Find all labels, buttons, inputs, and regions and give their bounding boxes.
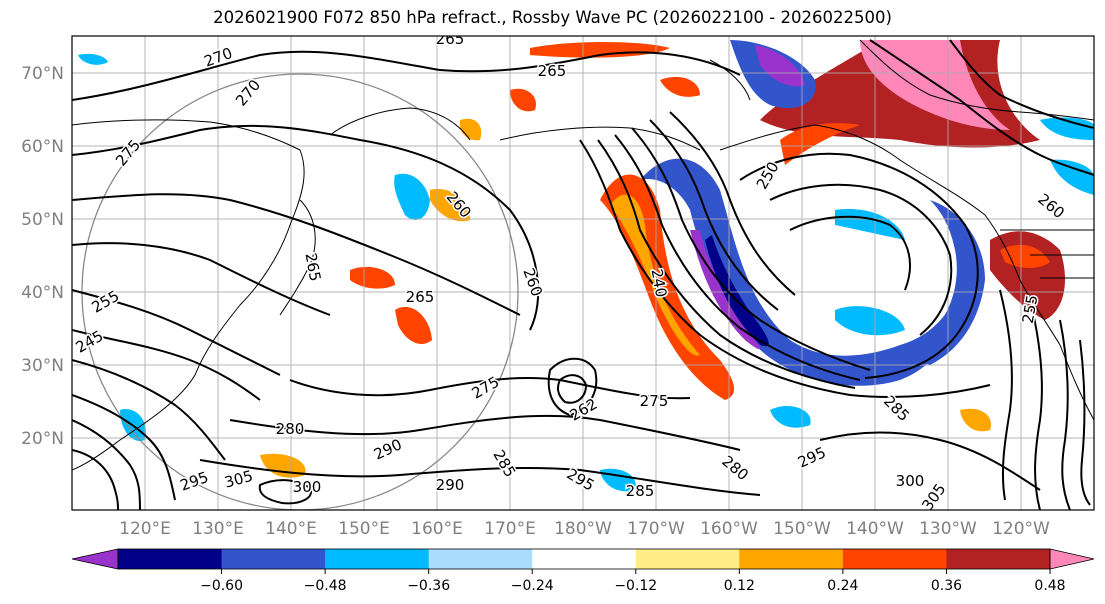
contour-label: 285 [626,482,655,500]
chart-title: 2026021900 F072 850 hPa refract., Rossby… [213,8,892,27]
colorbar-tick-label: 0.24 [827,578,858,594]
colorbar-segment [946,549,1051,569]
contour-label: 290 [436,476,465,494]
contour-label: 265 [436,30,465,48]
lon-label-150w: 150°W [773,519,831,539]
blob-pos-3 [350,266,395,289]
lon-label-140w: 140°W [846,519,904,539]
colorbar-tick-label: 0.36 [931,578,962,594]
colorbar-tick-label: −0.36 [407,578,450,594]
trough-neg-dark-shade [705,235,769,347]
colorbar-segment [842,549,947,569]
lon-label-150e: 150°E [338,519,390,539]
colorbar-frame [117,548,1051,570]
lon-label-170w: 170°W [627,519,685,539]
ridge-pink-shade [860,40,1010,130]
blob-pos-4 [510,88,536,112]
colorbar-extend-min [71,548,119,570]
lon-label-120w: 120°W [992,519,1050,539]
blob-pos-8 [960,408,991,432]
colorbar-tick-label: −0.12 [614,578,657,594]
colorbar-tick-label: −0.24 [511,578,554,594]
colorbar-segment [118,549,223,569]
colorbar-tick-label: −0.60 [200,578,243,594]
contours [72,39,1094,510]
east-neg-shade [920,200,985,365]
colorbar-segment [532,549,637,569]
blob-pos-6 [660,76,700,97]
colorbar-segment [739,549,844,569]
longitude-labels: 120°E 130°E 140°E 150°E 160°E 170°E 180°… [119,519,1050,539]
contour-label: 265 [406,288,435,306]
blob-neg-3 [1050,159,1094,195]
colorbar-segment [325,549,430,569]
blob-pos-5 [459,118,482,141]
lat-label-70: 70°N [21,64,64,84]
lon-label-180w: 180°W [554,519,612,539]
coastlines [72,39,1094,471]
lat-label-50: 50°N [21,210,64,230]
lon-label-160w: 160°W [700,519,758,539]
lon-label-120e: 120°E [119,519,171,539]
contour-label: 280 [276,420,305,438]
lat-label-40: 40°N [21,283,64,303]
blob-neg-4 [78,53,108,65]
lon-label-170e: 170°E [484,519,536,539]
colorbar-segment [428,549,533,569]
bering-neg-core-shade [755,45,805,87]
lat-label-20: 20°N [21,429,64,449]
colorbar-segment [635,549,740,569]
lon-label-160e: 160°E [411,519,463,539]
colorbar-segment [221,549,326,569]
east-light-neg-shade-2 [835,306,905,336]
colorbar-extend-max [1049,548,1095,570]
blob-neg-1 [394,173,430,220]
blob-neg-6 [770,405,811,428]
topstrip-pos-shade [530,42,670,58]
map-content: 2652702702652752602602652502402552452752… [72,30,1094,510]
lon-label-130e: 130°E [192,519,244,539]
colorbar-tick-label: 0.12 [724,578,755,594]
blob-neg-2 [1040,117,1094,140]
blob-pos-7 [260,453,306,478]
gridlines [72,36,1094,510]
latitude-labels: 70°N 60°N 50°N 40°N 30°N 20°N [21,64,64,449]
lon-label-130w: 130°W [919,519,977,539]
contour-label: 265 [538,62,567,80]
colorbar-tick-label: 0.48 [1034,578,1065,594]
lat-label-30: 30°N [21,356,64,376]
contour-label: 300 [293,478,322,496]
colorbar: −0.60 −0.48 −0.36 −0.24 −0.12 0.12 0.24 0.36 0.4… [71,548,1095,594]
blob-pos-1 [430,189,470,222]
lat-label-60: 60°N [21,137,64,157]
colorbar-ticks: −0.60 −0.48 −0.36 −0.24 −0.12 0.12 0.24 0.36 0.4… [200,569,1066,594]
trough-pos-mid-shade [610,194,700,356]
trough-neg-shade [640,158,960,386]
blob-pos-2 [395,306,432,345]
ridge-edge-shade [780,123,860,165]
colorbar-segments [71,548,1095,570]
contour-label: 300 [896,472,925,490]
lon-label-140e: 140°E [265,519,317,539]
map-frame [71,35,1095,511]
contour-label: 275 [640,392,669,410]
colorbar-tick-label: −0.48 [304,578,347,594]
